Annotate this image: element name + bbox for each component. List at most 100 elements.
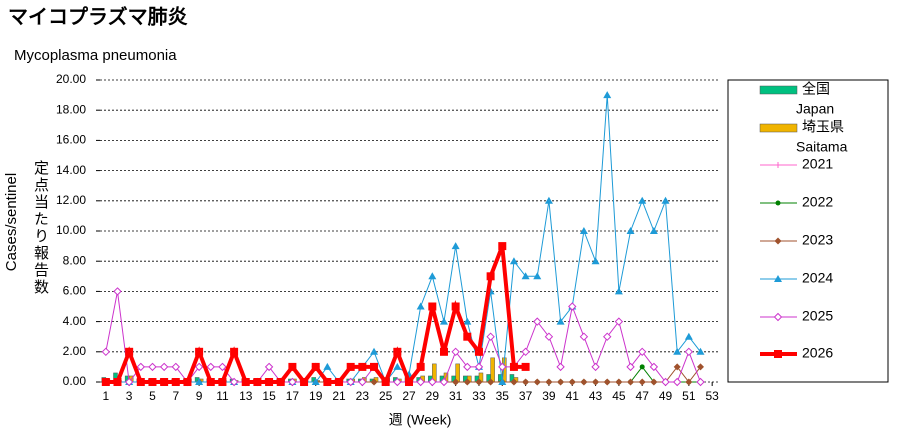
marker [661, 377, 670, 387]
marker [124, 377, 134, 387]
x-tick-label: 19 [309, 389, 323, 403]
marker [684, 347, 694, 357]
marker [218, 378, 227, 386]
marker [498, 362, 507, 372]
y-tick-label: 10.00 [56, 223, 86, 237]
x-tick-label: 45 [612, 389, 626, 403]
marker [673, 347, 682, 355]
x-tick-label: 5 [149, 389, 156, 403]
marker [393, 377, 402, 387]
marker [592, 378, 600, 386]
y-tick-label: 2.00 [63, 344, 87, 358]
marker [627, 378, 635, 386]
marker [521, 272, 530, 280]
marker [416, 362, 425, 371]
x-tick-label: 47 [636, 389, 650, 403]
marker [159, 362, 169, 372]
y-tick-label: 12.00 [56, 193, 86, 207]
marker [463, 362, 472, 372]
marker [509, 362, 518, 371]
x-tick-label: 53 [705, 389, 719, 403]
x-tick-label: 39 [542, 389, 556, 403]
marker [557, 378, 565, 386]
legend-label: 2022 [802, 194, 833, 210]
marker [580, 378, 588, 386]
x-tick-label: 49 [659, 389, 673, 403]
marker [463, 317, 472, 325]
marker [498, 242, 507, 251]
x-tick-label: 23 [356, 389, 370, 403]
marker [358, 377, 367, 387]
marker [486, 332, 495, 341]
marker [194, 362, 204, 372]
marker [556, 362, 565, 372]
marker [300, 378, 309, 386]
legend-label: 全国 [802, 81, 830, 97]
marker [405, 378, 413, 386]
x-tick-label: 15 [262, 389, 276, 403]
y-tick-label: 0.00 [63, 374, 87, 388]
marker [439, 347, 448, 356]
legend-marker [775, 162, 781, 168]
x-tick-label: 25 [379, 389, 393, 403]
x-tick-label: 11 [216, 389, 229, 403]
marker [672, 377, 682, 387]
marker [323, 362, 332, 370]
line [105, 95, 701, 384]
marker [591, 257, 600, 265]
marker [475, 378, 483, 386]
marker [451, 347, 460, 357]
marker [206, 378, 215, 386]
marker [510, 378, 518, 386]
marker [697, 363, 705, 371]
marker [474, 347, 483, 356]
marker [171, 362, 180, 372]
marker [487, 378, 495, 386]
legend-marker [774, 237, 782, 245]
marker [160, 378, 169, 386]
marker [253, 378, 262, 386]
x-tick-label: 9 [196, 389, 203, 403]
y-tick-label: 18.00 [56, 102, 86, 116]
marker [265, 378, 274, 386]
marker [101, 378, 110, 386]
marker [544, 196, 553, 204]
marker [521, 362, 530, 371]
legend-label: 埼玉県 [802, 119, 844, 135]
x-tick-label: 17 [286, 389, 300, 403]
marker [416, 377, 425, 387]
marker [288, 377, 297, 387]
marker [696, 347, 705, 355]
marker [241, 378, 250, 386]
legend-marker [774, 275, 782, 282]
marker [603, 91, 612, 99]
legend-label: 2021 [802, 156, 833, 172]
marker [276, 378, 285, 386]
legend-label: 2025 [802, 308, 833, 324]
marker [113, 287, 122, 296]
legend-label: Saitama [796, 139, 848, 155]
marker [136, 378, 145, 386]
legend-marker [773, 312, 783, 322]
legend-label: Japan [796, 101, 834, 117]
marker [195, 378, 204, 385]
marker [626, 227, 635, 234]
legend-swatch [759, 85, 798, 95]
marker [195, 347, 204, 356]
x-tick-label: 27 [402, 389, 416, 403]
x-tick-label: 31 [449, 389, 463, 403]
marker [614, 287, 623, 295]
x-tick-label: 21 [332, 389, 346, 403]
marker [533, 272, 542, 280]
y-axis-label-ja: 定点当たり報告数 [32, 160, 49, 296]
chart-subtitle: Mycoplasma pneumonia [14, 47, 177, 64]
marker [638, 378, 646, 386]
marker [439, 377, 449, 387]
marker [381, 378, 390, 386]
marker [452, 378, 460, 386]
marker [288, 362, 297, 371]
y-tick-label: 6.00 [63, 284, 87, 298]
y-tick-label: 4.00 [63, 314, 87, 328]
marker [649, 227, 658, 234]
